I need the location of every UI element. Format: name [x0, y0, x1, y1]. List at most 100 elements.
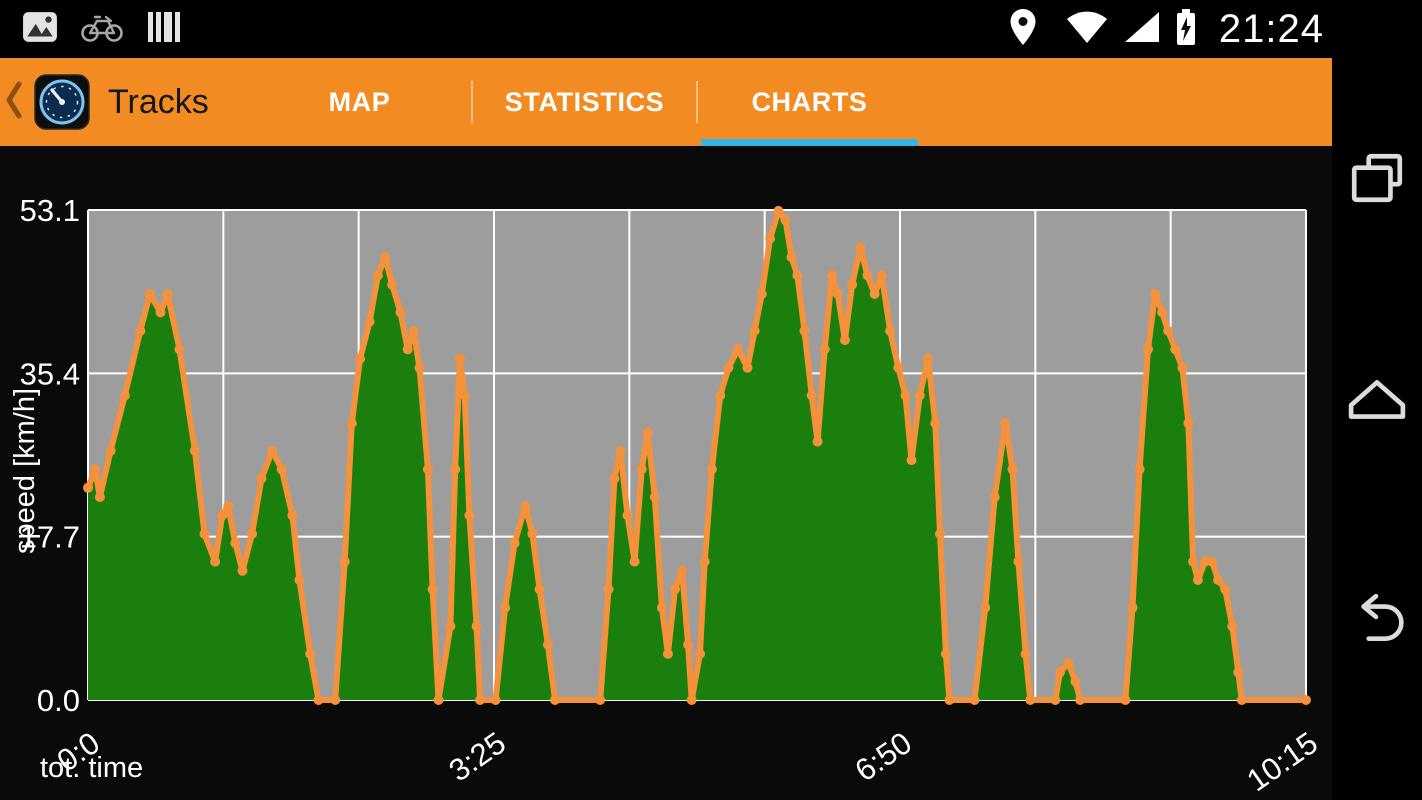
data-point-marker: [1075, 695, 1086, 705]
data-point-marker: [395, 307, 406, 318]
data-point-marker: [1233, 667, 1244, 678]
recents-button[interactable]: [1347, 150, 1407, 210]
tab-separator: [696, 81, 698, 123]
data-point-marker: [733, 344, 743, 355]
tab-map[interactable]: MAP: [248, 58, 471, 146]
speed-chart[interactable]: 0.017.735.453.10:0 3:25 6:50 10:15: [0, 146, 1332, 800]
data-point-marker: [642, 427, 653, 438]
data-point-marker: [1013, 556, 1024, 567]
data-point-marker: [450, 464, 461, 475]
data-point-marker: [826, 270, 837, 281]
data-point-marker: [427, 584, 438, 595]
app-bar: Tracks MAP STATISTICS CHARTS: [0, 58, 1332, 146]
back-nav-button[interactable]: [1347, 592, 1407, 652]
data-point-marker: [792, 270, 803, 281]
data-point-marker: [402, 344, 413, 355]
status-bar-right: 21:24: [1009, 7, 1324, 52]
y-axis-title: speed [km/h]: [9, 387, 41, 555]
data-point-marker: [806, 390, 817, 401]
data-point-marker: [1000, 418, 1011, 429]
data-point-marker: [765, 233, 776, 244]
data-point-marker: [677, 565, 688, 576]
back-chevron-icon: [4, 78, 24, 127]
data-point-marker: [94, 492, 105, 502]
data-point-marker: [622, 510, 633, 521]
data-point-marker: [433, 695, 444, 705]
chart-area[interactable]: 0.0 17.7 35.4 53.1 0:0 3:25 6:50 10:15 speed [k…: [0, 146, 1332, 800]
data-point-marker: [706, 464, 717, 475]
data-point-marker: [749, 325, 760, 336]
data-point-marker: [90, 464, 101, 475]
data-point-marker: [847, 279, 858, 290]
photo-icon: [22, 9, 58, 50]
data-point-marker: [649, 492, 660, 502]
data-point-marker: [330, 695, 341, 705]
data-point-marker: [819, 344, 830, 355]
data-point-marker: [542, 639, 553, 650]
data-point-marker: [223, 501, 234, 512]
data-point-marker: [1070, 676, 1081, 687]
data-point-marker: [247, 528, 257, 539]
data-point-marker: [670, 584, 680, 595]
data-point-marker: [230, 538, 241, 549]
data-point-marker: [346, 418, 357, 429]
data-point-marker: [944, 695, 955, 705]
data-point-marker: [715, 390, 726, 401]
data-point-marker: [210, 556, 221, 567]
data-point-marker: [855, 242, 866, 253]
data-point-marker: [1127, 602, 1138, 613]
data-point-marker: [969, 695, 980, 705]
data-point-marker: [773, 205, 784, 216]
data-point-marker: [155, 307, 166, 318]
clock-text: 21:24: [1218, 6, 1324, 51]
recents-icon: [1348, 149, 1406, 212]
data-point-marker: [1236, 695, 1247, 705]
tab-bar: MAP STATISTICS CHARTS: [248, 58, 921, 146]
y-tick-label: 53.1: [20, 193, 80, 228]
data-point-marker: [629, 556, 640, 567]
data-point-marker: [603, 584, 614, 595]
data-point-marker: [699, 556, 710, 567]
back-button[interactable]: [0, 58, 28, 146]
speed-area-fill: [88, 210, 1306, 700]
data-point-marker: [595, 695, 606, 705]
data-point-marker: [1063, 658, 1074, 669]
data-point-marker: [980, 602, 991, 613]
data-point-marker: [1301, 695, 1311, 705]
y-tick-label: 35.4: [20, 356, 80, 391]
data-point-marker: [1200, 556, 1210, 567]
battery-charging-icon: [1174, 7, 1198, 52]
location-icon: [1009, 8, 1037, 51]
home-button[interactable]: [1347, 372, 1407, 432]
data-point-marker: [930, 418, 941, 429]
data-point-marker: [1007, 464, 1018, 475]
data-point-marker: [162, 289, 173, 299]
data-point-marker: [464, 510, 475, 521]
data-point-marker: [1143, 344, 1153, 355]
data-point-marker: [534, 584, 545, 595]
data-point-marker: [189, 445, 200, 456]
tab-statistics-label: STATISTICS: [504, 86, 665, 117]
data-point-marker: [372, 270, 383, 281]
data-point-marker: [723, 362, 734, 373]
active-tab-underline: [701, 139, 918, 146]
tab-statistics[interactable]: STATISTICS: [473, 58, 696, 146]
data-point-marker: [869, 289, 880, 299]
speedometer-app-icon[interactable]: [34, 74, 90, 130]
data-point-marker: [989, 492, 1000, 502]
data-point-marker: [305, 648, 316, 659]
data-point-marker: [893, 362, 904, 373]
data-point-marker: [609, 473, 620, 484]
data-point-marker: [1188, 556, 1199, 567]
data-point-marker: [742, 362, 753, 373]
data-point-marker: [1150, 289, 1161, 299]
navigation-bar: [1332, 0, 1422, 800]
data-point-marker: [339, 556, 350, 567]
status-bar: 21:24: [0, 0, 1332, 58]
back-icon: [1348, 591, 1406, 654]
tab-separator: [471, 81, 473, 123]
data-point-marker: [490, 695, 501, 705]
home-icon: [1348, 371, 1406, 434]
tab-charts[interactable]: CHARTS: [698, 58, 921, 146]
data-point-marker: [199, 528, 210, 539]
